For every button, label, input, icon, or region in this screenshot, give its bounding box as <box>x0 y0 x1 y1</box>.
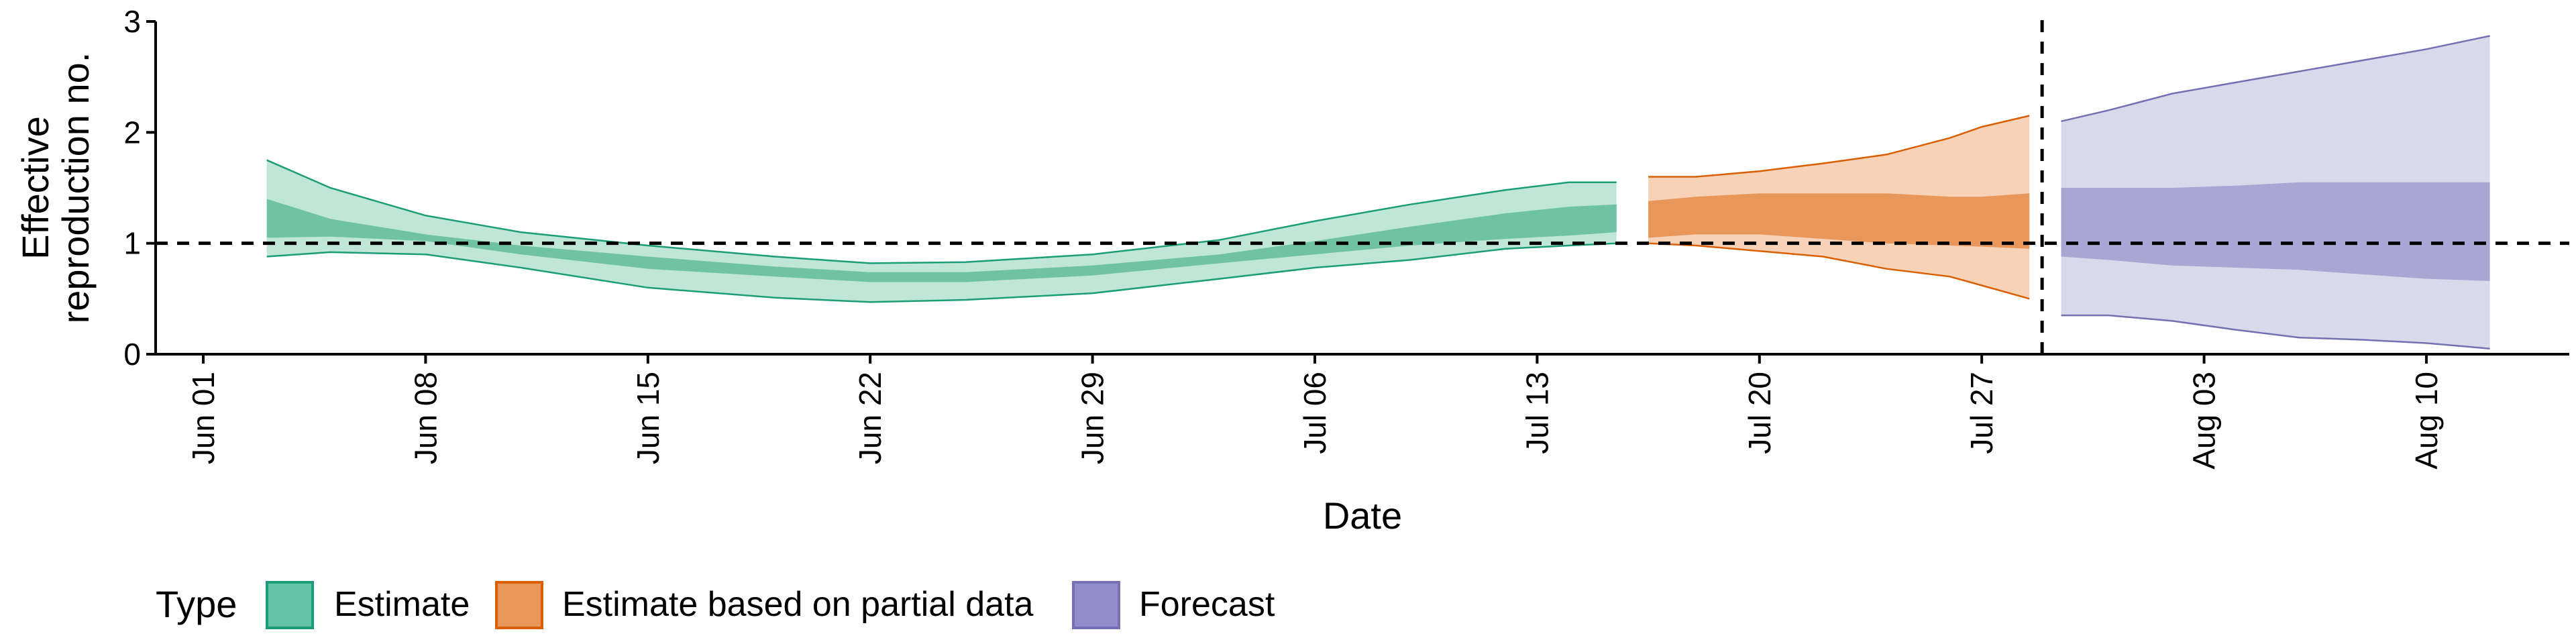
x-tick-label: Jul 13 <box>1519 372 1554 454</box>
outer-ribbon <box>266 160 1617 303</box>
lower-bound-line <box>266 242 1617 303</box>
series-1 <box>1648 115 2030 300</box>
x-tick-label: Jul 06 <box>1297 372 1332 454</box>
x-tick-label: Jul 27 <box>1964 372 1999 454</box>
x-tick-label: Jun 29 <box>1075 372 1110 464</box>
inner-ribbon <box>1648 193 2030 249</box>
y-axis-ticks: 0 1 2 3 <box>123 4 156 372</box>
y-axis-title: Effective reproduction no. <box>14 52 97 324</box>
x-tick-label: Aug 03 <box>2187 372 2222 470</box>
y-tick-label: 0 <box>123 337 141 372</box>
y-axis-title-line-2: reproduction no. <box>54 52 97 324</box>
upper-bound-line <box>2061 35 2490 123</box>
legend-item: Estimate <box>266 581 470 629</box>
y-tick-label: 3 <box>123 4 141 39</box>
x-tick-label: Jun 08 <box>408 372 443 464</box>
legend-item: Forecast <box>1072 581 1275 629</box>
y-tick-label: 1 <box>123 226 141 261</box>
legend-key-swatch <box>266 581 314 629</box>
legend-title: Type <box>156 583 237 625</box>
series-0 <box>266 159 1617 303</box>
legend: Type Estimate Estimate based on partial d… <box>156 581 1275 629</box>
inner-ribbon <box>2061 182 2490 281</box>
inner-ribbon <box>266 199 1617 282</box>
x-axis-ticks: Jun 01 Jun 08 Jun 15 Jun 22 Jun 29 Jul 06 Jul … <box>186 354 2444 470</box>
x-axis-title: Date <box>1323 494 1402 537</box>
series-2 <box>2061 35 2490 350</box>
ribbon-bands <box>266 35 2490 350</box>
legend-label: Estimate <box>334 585 470 624</box>
y-axis-title-line-1: Effective <box>14 116 56 260</box>
x-tick-label: Jun 22 <box>853 372 888 464</box>
legend-items: Estimate Estimate based on partial data Fo… <box>266 581 1275 629</box>
legend-label: Forecast <box>1139 585 1275 624</box>
legend-item: Estimate based on partial data <box>495 581 1034 629</box>
legend-key-swatch <box>1072 581 1120 629</box>
upper-bound-line <box>266 159 1617 264</box>
x-tick-label: Jun 15 <box>631 372 665 464</box>
x-tick-label: Aug 10 <box>2409 372 2444 470</box>
upper-bound-line <box>1648 115 2030 178</box>
legend-label: Estimate based on partial data <box>562 585 1034 624</box>
plot-panel: 0 1 2 3 Jun 01 Jun 08 Jun 15 Jun 22 Jun 29 Jul 0… <box>123 4 2569 470</box>
lower-bound-line <box>2061 314 2490 350</box>
lower-bound-line <box>1648 242 2030 300</box>
x-tick-label: Jun 01 <box>186 372 221 464</box>
legend-key-swatch <box>495 581 543 629</box>
x-tick-label: Jul 20 <box>1742 372 1777 454</box>
y-tick-label: 2 <box>123 115 141 150</box>
